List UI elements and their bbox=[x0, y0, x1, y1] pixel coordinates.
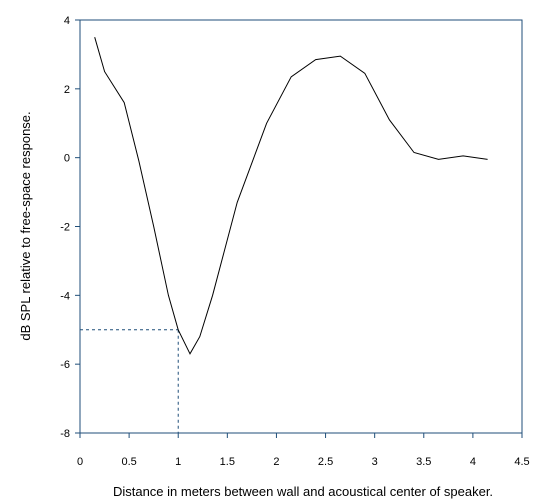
y-tick-label: 4 bbox=[64, 15, 70, 27]
x-tick-label: 1.5 bbox=[220, 456, 235, 468]
x-tick-label: 1 bbox=[175, 456, 181, 468]
y-tick-label: 0 bbox=[64, 153, 70, 165]
x-tick-label: 4 bbox=[470, 456, 476, 468]
x-axis: 0 0.5 1 1.5 2 2.5 3 3.5 4 4.5 bbox=[77, 433, 530, 468]
y-axis-title: dB SPL relative to free-space response. bbox=[18, 111, 33, 340]
y-tick-label: -4 bbox=[60, 290, 70, 302]
y-axis: 4 2 0 -2 -4 -6 -8 bbox=[60, 15, 80, 440]
x-tick-label: 4.5 bbox=[514, 456, 529, 468]
y-tick-label: -2 bbox=[60, 222, 70, 234]
x-tick-label: 3.5 bbox=[416, 456, 431, 468]
y-tick-label: -8 bbox=[60, 428, 70, 440]
reference-lines bbox=[80, 329, 179, 433]
x-tick-label: 2.5 bbox=[318, 456, 333, 468]
y-tick-label: 2 bbox=[64, 84, 70, 96]
plot-area-frame bbox=[79, 19, 523, 434]
series-line bbox=[94, 37, 488, 355]
x-tick-label: 3 bbox=[372, 456, 378, 468]
x-axis-title: Distance in meters between wall and acou… bbox=[113, 484, 493, 499]
x-tick-label: 0 bbox=[77, 456, 83, 468]
x-tick-label: 2 bbox=[273, 456, 279, 468]
y-tick-label: -6 bbox=[60, 359, 70, 371]
x-tick-label: 0.5 bbox=[121, 456, 136, 468]
